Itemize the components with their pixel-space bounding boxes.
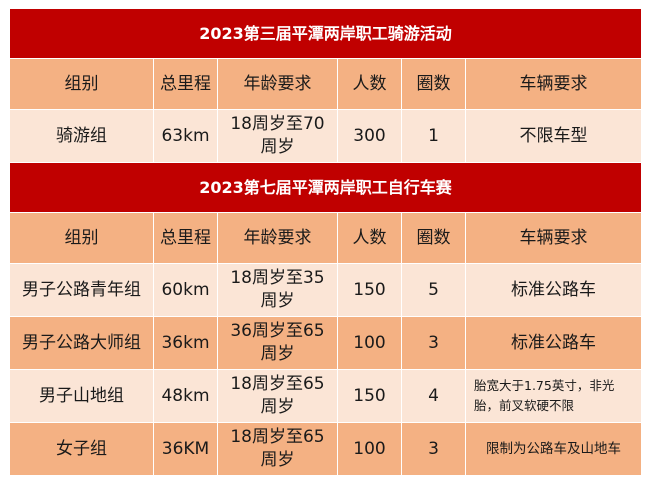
cell-age: 18周岁至35周岁 bbox=[217, 263, 338, 317]
cell-laps: 4 bbox=[401, 369, 466, 423]
cell-group: 男子公路大师组 bbox=[9, 316, 154, 370]
event-table: 2023第三届平潭两岸职工骑游活动 组别 总里程 年龄要求 人数 圈数 车辆要求… bbox=[8, 8, 643, 476]
table-row: 男子山地组 48km 18周岁至65周岁 150 4 胎宽大于1.75英寸，非光… bbox=[9, 369, 643, 423]
cell-vehicle: 胎宽大于1.75英寸，非光胎，前叉软硬不限 bbox=[464, 369, 643, 423]
cell-count: 300 bbox=[337, 109, 402, 163]
cell-vehicle: 限制为公路车及山地车 bbox=[464, 422, 643, 476]
cell-distance: 48km bbox=[153, 369, 218, 423]
cell-group: 男子山地组 bbox=[9, 369, 154, 423]
cell-age: 18周岁至65周岁 bbox=[217, 369, 338, 423]
header-laps: 圈数 bbox=[401, 58, 466, 110]
section2-title-row: 2023第七届平潭两岸职工自行车赛 bbox=[8, 162, 643, 213]
cell-distance: 60km bbox=[153, 263, 218, 317]
cell-laps: 3 bbox=[401, 316, 466, 370]
cell-distance: 63km bbox=[153, 109, 218, 163]
header-group: 组别 bbox=[9, 58, 154, 110]
section1-title-row: 2023第三届平潭两岸职工骑游活动 bbox=[8, 8, 643, 59]
table-row: 女子组 36KM 18周岁至65周岁 100 3 限制为公路车及山地车 bbox=[9, 422, 643, 476]
header-distance: 总里程 bbox=[153, 58, 218, 110]
header-vehicle: 车辆要求 bbox=[464, 212, 643, 264]
cell-laps: 1 bbox=[401, 109, 466, 163]
cell-vehicle: 不限车型 bbox=[464, 109, 643, 163]
section2-header-row: 组别 总里程 年龄要求 人数 圈数 车辆要求 bbox=[9, 212, 643, 264]
header-distance: 总里程 bbox=[153, 212, 218, 264]
section2-title: 2023第七届平潭两岸职工自行车赛 bbox=[8, 162, 643, 213]
cell-group: 男子公路青年组 bbox=[9, 263, 154, 317]
cell-group: 女子组 bbox=[9, 422, 154, 476]
header-age: 年龄要求 bbox=[217, 212, 338, 264]
cell-distance: 36KM bbox=[153, 422, 218, 476]
cell-count: 100 bbox=[337, 422, 402, 476]
cell-count: 100 bbox=[337, 316, 402, 370]
cell-age: 18周岁至65周岁 bbox=[217, 422, 338, 476]
table-row: 男子公路青年组 60km 18周岁至35周岁 150 5 标准公路车 bbox=[9, 263, 643, 317]
header-count: 人数 bbox=[337, 58, 402, 110]
cell-count: 150 bbox=[337, 263, 402, 317]
cell-vehicle: 标准公路车 bbox=[464, 316, 643, 370]
cell-count: 150 bbox=[337, 369, 402, 423]
table-row: 男子公路大师组 36km 36周岁至65周岁 100 3 标准公路车 bbox=[9, 316, 643, 370]
cell-distance: 36km bbox=[153, 316, 218, 370]
cell-age: 18周岁至70周岁 bbox=[217, 109, 338, 163]
header-age: 年龄要求 bbox=[217, 58, 338, 110]
section1-header-row: 组别 总里程 年龄要求 人数 圈数 车辆要求 bbox=[9, 58, 643, 110]
header-vehicle: 车辆要求 bbox=[464, 58, 643, 110]
section1-title: 2023第三届平潭两岸职工骑游活动 bbox=[8, 8, 643, 59]
cell-vehicle: 标准公路车 bbox=[464, 263, 643, 317]
table-row: 骑游组 63km 18周岁至70周岁 300 1 不限车型 bbox=[9, 109, 643, 163]
header-count: 人数 bbox=[337, 212, 402, 264]
cell-laps: 5 bbox=[401, 263, 466, 317]
cell-laps: 3 bbox=[401, 422, 466, 476]
header-laps: 圈数 bbox=[401, 212, 466, 264]
cell-age: 36周岁至65周岁 bbox=[217, 316, 338, 370]
cell-group: 骑游组 bbox=[9, 109, 154, 163]
header-group: 组别 bbox=[9, 212, 154, 264]
